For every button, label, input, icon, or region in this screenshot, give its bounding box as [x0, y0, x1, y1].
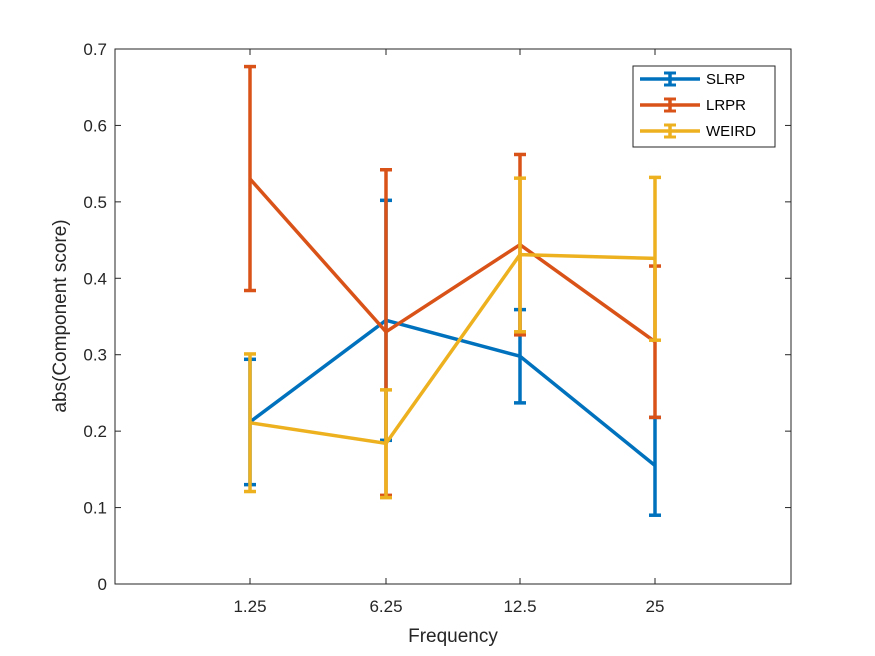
legend-items: SLRP LRPR WEIRD	[640, 71, 756, 140]
y-tick-label: 0.2	[83, 422, 107, 441]
y-tick-label: 0.4	[83, 269, 107, 288]
series-weird	[244, 175, 661, 500]
x-tick-label: 6.25	[369, 597, 402, 616]
legend-item-slrp: SLRP	[640, 71, 745, 88]
axes	[114, 48, 792, 585]
series-layer	[244, 64, 661, 517]
y-tick-label: 0.7	[83, 40, 107, 59]
x-tick-label: 12.5	[503, 597, 536, 616]
series-line	[249, 252, 656, 446]
y-axis-ticks: 0 0.1 0.2 0.3 0.4 0.5 0.6 0.7	[83, 40, 791, 594]
y-tick-label: 0	[98, 575, 107, 594]
x-tick-label: 25	[646, 597, 665, 616]
axes-box	[114, 48, 792, 585]
legend-label: LRPR	[706, 97, 746, 114]
series-line	[248, 318, 657, 467]
legend: SLRP LRPR WEIRD	[632, 65, 776, 148]
x-tick-label: 1.25	[233, 597, 266, 616]
legend-item-lrpr: LRPR	[640, 97, 746, 114]
y-axis-label: abs(Component score)	[50, 219, 71, 412]
legend-item-weird: WEIRD	[640, 123, 756, 140]
x-axis-ticks: 1.25 6.25 12.5 25	[233, 49, 664, 616]
y-tick-label: 0.6	[83, 116, 107, 135]
y-tick-label: 0.3	[83, 346, 107, 365]
y-tick-label: 0.1	[83, 499, 107, 518]
legend-label: WEIRD	[706, 123, 756, 140]
x-axis-label: Frequency	[408, 626, 498, 647]
y-tick-label: 0.5	[83, 193, 107, 212]
legend-label: SLRP	[706, 71, 745, 88]
series-line	[248, 177, 657, 344]
